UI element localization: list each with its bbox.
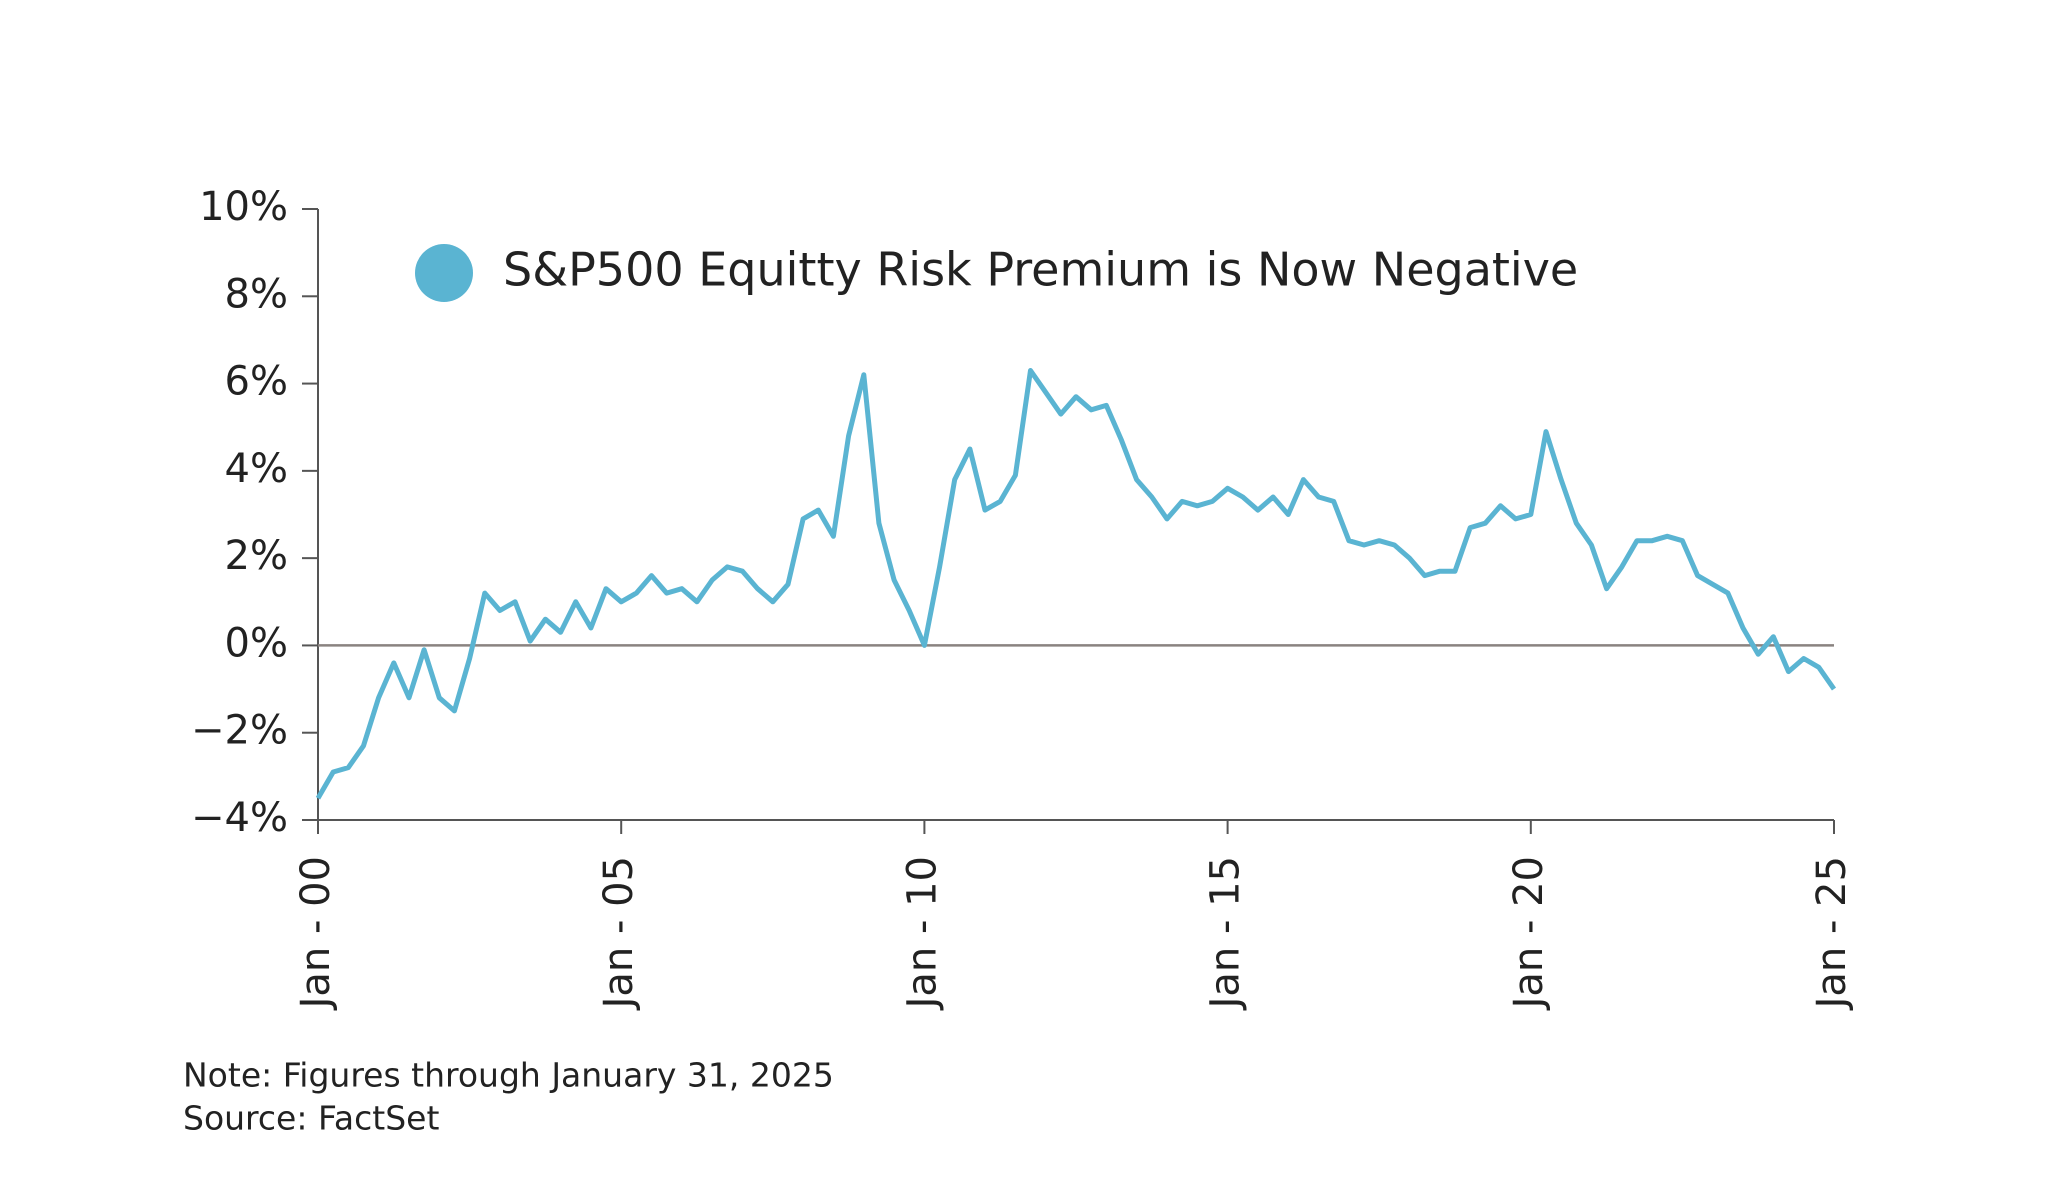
y-tick-label: 2% [225, 533, 288, 579]
y-tick-label: 4% [225, 446, 288, 492]
x-tick-label: Jan - 00 [293, 856, 339, 1011]
x-tick-label: Jan - 05 [596, 856, 642, 1011]
y-tick-label: 6% [225, 359, 288, 405]
y-tick-label: 10% [199, 184, 288, 230]
y-tick-label: 8% [225, 271, 288, 317]
line [315, 368, 1837, 800]
x-tick-label: Jan - 25 [1809, 856, 1855, 1011]
x-tick-label: Jan - 20 [1506, 856, 1552, 1011]
legend-swatch [415, 244, 473, 302]
y-tick-label: 0% [225, 620, 288, 666]
x-tick-label: Jan - 10 [899, 856, 945, 1011]
note: Note: Figures through January 31, 2025 [183, 1056, 834, 1095]
x-tick-label: Jan - 15 [1203, 856, 1249, 1011]
y-tick-label: −4% [191, 795, 288, 841]
source: Source: FactSet [183, 1099, 439, 1138]
y-tick-label: −2% [191, 708, 288, 754]
legend-label: S&P500 Equitty Risk Premium is Now Negat… [503, 243, 1578, 297]
